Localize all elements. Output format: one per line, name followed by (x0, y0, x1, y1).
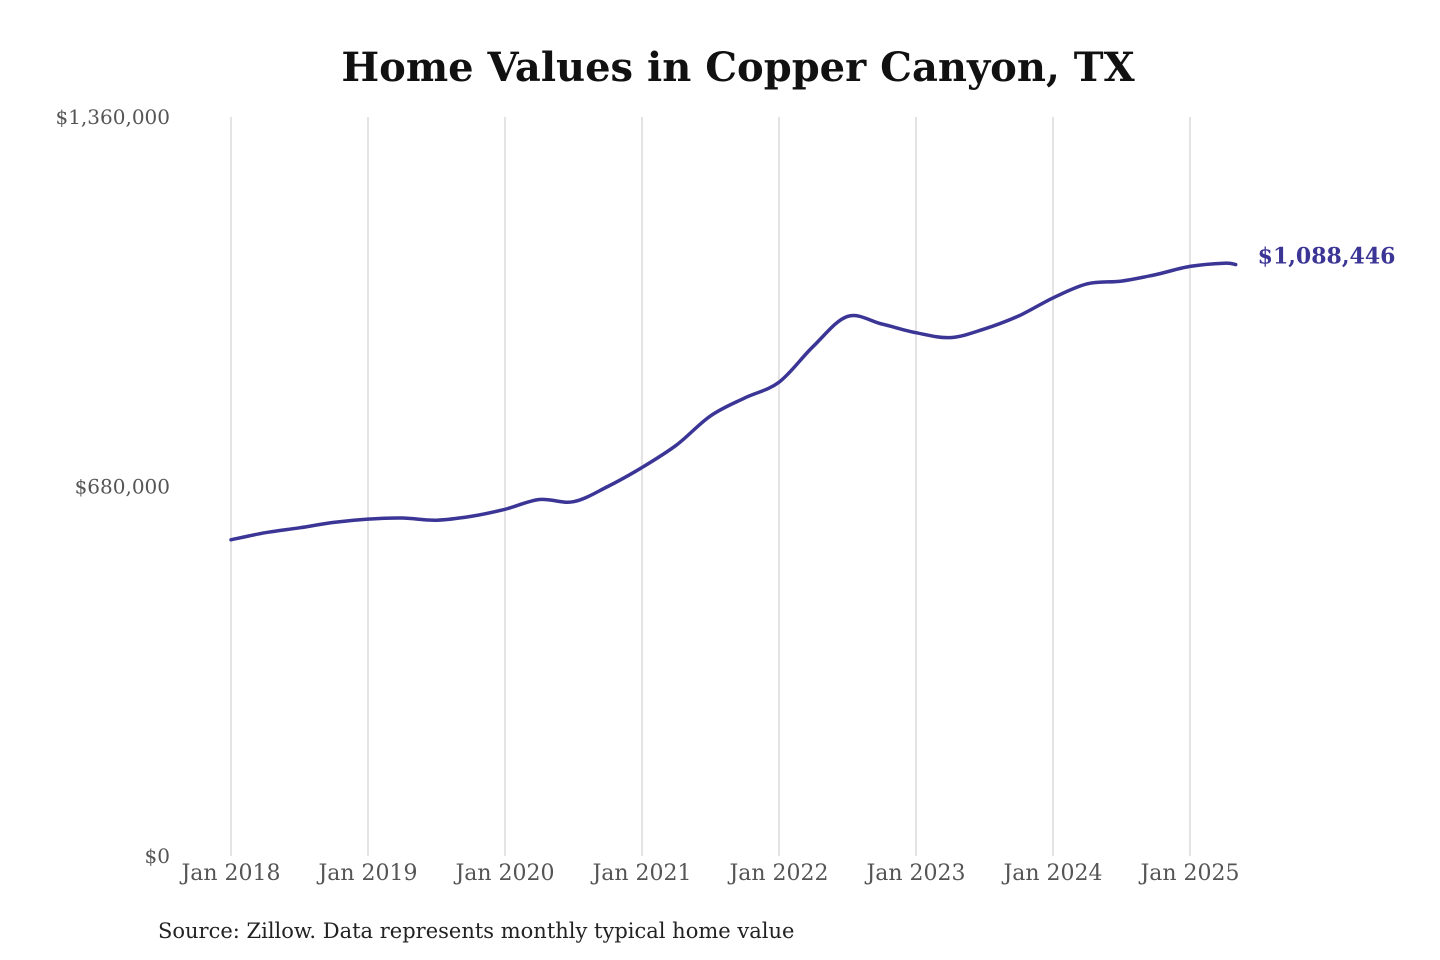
home-value-line (229, 261, 1238, 542)
x-tick-label: Jan 2025 (1138, 861, 1239, 886)
grid-lines (230, 117, 1191, 856)
series-layer: $1,088,446 (229, 244, 1396, 542)
x-tick-label: Jan 2021 (590, 861, 691, 886)
end-value-label: $1,088,446 (1258, 244, 1396, 270)
y-tick-label: $680,000 (75, 475, 170, 499)
x-tick-label: Jan 2024 (1001, 861, 1102, 886)
x-tick-label: Jan 2023 (864, 861, 965, 886)
x-tick-label: Jan 2018 (179, 861, 280, 886)
x-tick-label: Jan 2019 (316, 861, 417, 886)
y-axis: $0 $680,000 $1,360,000 (55, 105, 170, 868)
x-tick-label: Jan 2020 (453, 861, 554, 886)
chart-title: Home Values in Copper Canyon, TX (341, 44, 1134, 91)
x-tick-label: Jan 2022 (727, 861, 828, 886)
y-tick-label: $0 (145, 844, 170, 868)
x-axis: Jan 2018 Jan 2019 Jan 2020 Jan 2021 Jan 2022… (179, 861, 1239, 886)
source-note: Source: Zillow. Data represents monthly … (158, 919, 794, 943)
y-tick-label: $1,360,000 (55, 105, 170, 129)
